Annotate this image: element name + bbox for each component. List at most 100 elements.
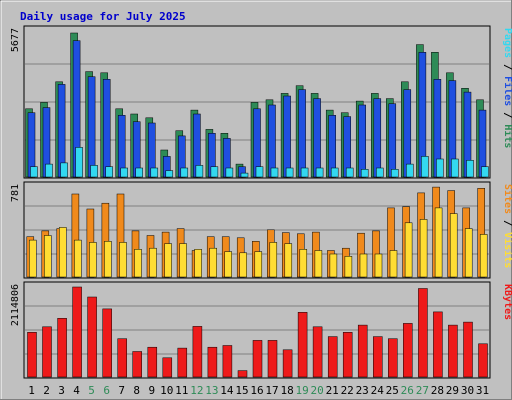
panel-hits-files-pages: 5677 Pages / Files / Hits [10, 25, 512, 179]
bar-pages-day-6 [105, 166, 113, 178]
day-label: 21 [326, 384, 339, 397]
bar-kbytes-day-20 [312, 326, 323, 378]
day-label: 16 [250, 384, 263, 397]
legend-entry: / [502, 214, 512, 232]
bar-sites-day-15 [239, 252, 247, 278]
bar-kbytes-day-30 [463, 321, 473, 378]
bar-kbytes-day-3 [57, 318, 67, 378]
day-label: 23 [356, 384, 369, 397]
y-max-label: 2114806 [10, 284, 21, 326]
bar-pages-day-24 [376, 167, 384, 178]
bar-pages-day-23 [360, 169, 369, 178]
bar-sites-day-11 [179, 243, 187, 278]
bar-sites-day-7 [119, 242, 127, 278]
day-label: 18 [280, 384, 293, 397]
bar-pages-day-25 [391, 169, 399, 178]
bar-files-day-6 [102, 79, 111, 178]
bar-kbytes-day-7 [117, 338, 127, 378]
bar-kbytes-day-5 [87, 296, 97, 378]
day-label: 17 [265, 384, 278, 397]
legend-hits-files-pages: Pages / Files / Hits [502, 28, 512, 148]
day-label: 20 [310, 384, 323, 397]
bar-files-day-7 [117, 115, 126, 178]
day-label: 13 [205, 384, 218, 397]
bar-sites-day-20 [314, 250, 323, 278]
legend-entry: Sites [502, 184, 512, 214]
bar-sites-day-24 [374, 253, 383, 278]
bar-files-day-18 [283, 95, 291, 178]
bar-sites-day-16 [254, 251, 263, 278]
bar-pages-day-21 [330, 167, 339, 178]
bar-pages-day-2 [45, 163, 53, 178]
bar-sites-day-19 [299, 249, 308, 278]
bar-sites-day-29 [449, 213, 458, 278]
series-kbytes [27, 286, 488, 378]
day-label: 4 [73, 384, 80, 397]
bar-sites-day-4 [74, 239, 82, 278]
day-label: 24 [371, 384, 385, 397]
bar-kbytes-day-16 [252, 340, 263, 378]
bar-sites-day-5 [89, 242, 97, 278]
day-label: 25 [386, 384, 399, 397]
bar-kbytes-day-21 [327, 336, 338, 378]
bar-pages-day-13 [210, 166, 219, 178]
bar-files-day-23 [358, 104, 366, 178]
bar-pages-day-27 [421, 156, 429, 178]
bar-files-day-24 [373, 98, 382, 178]
day-label: 27 [416, 384, 429, 397]
bar-kbytes-day-9 [147, 346, 158, 378]
bar-sites-day-23 [359, 253, 368, 278]
legend-entry: / [502, 106, 512, 124]
chart-title: Daily usage for July 2025 [20, 10, 186, 23]
bar-kbytes-day-14 [222, 345, 233, 378]
day-label: 30 [461, 384, 474, 397]
bar-pages-day-20 [315, 167, 324, 178]
bar-kbytes-day-13 [207, 346, 218, 378]
day-label: 3 [58, 384, 65, 397]
series-files [27, 40, 487, 178]
bar-kbytes-day-29 [448, 324, 458, 378]
bar-pages-day-19 [300, 167, 309, 178]
day-label: 15 [235, 384, 248, 397]
y-max-label: 781 [10, 184, 21, 202]
day-label: 9 [148, 384, 155, 397]
day-label: 28 [431, 384, 444, 397]
panel-visits-sites: 781 Sites / Visits [10, 181, 512, 279]
bar-pages-day-28 [436, 158, 444, 178]
bar-pages-day-12 [195, 165, 204, 178]
bar-sites-day-27 [419, 219, 428, 278]
bar-pages-day-17 [270, 167, 279, 178]
day-label: 8 [133, 384, 140, 397]
bar-pages-day-1 [30, 166, 38, 178]
bar-files-day-25 [388, 103, 397, 178]
bar-sites-day-8 [134, 249, 142, 278]
bar-kbytes-day-25 [388, 338, 398, 378]
bar-pages-day-7 [120, 167, 128, 178]
day-label: 5 [88, 384, 95, 397]
bar-kbytes-day-1 [27, 332, 37, 378]
bar-sites-day-22 [344, 256, 353, 278]
bar-sites-day-3 [59, 227, 67, 278]
bar-kbytes-day-8 [132, 351, 142, 378]
bar-files-day-5 [87, 76, 96, 178]
bar-files-day-20 [313, 98, 321, 178]
series-sites [29, 207, 488, 278]
bar-pages-day-29 [451, 158, 459, 178]
day-label: 14 [220, 384, 234, 397]
bar-kbytes-day-28 [433, 311, 443, 378]
legend-entry: Files [502, 76, 512, 106]
day-label: 29 [446, 384, 459, 397]
day-label: 11 [175, 384, 188, 397]
bar-pages-day-16 [255, 166, 264, 178]
day-label: 6 [103, 384, 110, 397]
bar-kbytes-day-15 [237, 370, 248, 378]
bar-pages-day-11 [180, 167, 189, 178]
bar-files-day-19 [298, 89, 306, 178]
day-label: 2 [43, 384, 50, 397]
bar-kbytes-day-18 [282, 349, 293, 378]
panel-kbytes: 2114806 KBytes [10, 281, 512, 379]
bar-sites-day-31 [479, 234, 488, 278]
bar-sites-day-1 [29, 239, 37, 278]
bar-sites-day-9 [149, 247, 157, 278]
bar-pages-day-14 [225, 167, 234, 178]
